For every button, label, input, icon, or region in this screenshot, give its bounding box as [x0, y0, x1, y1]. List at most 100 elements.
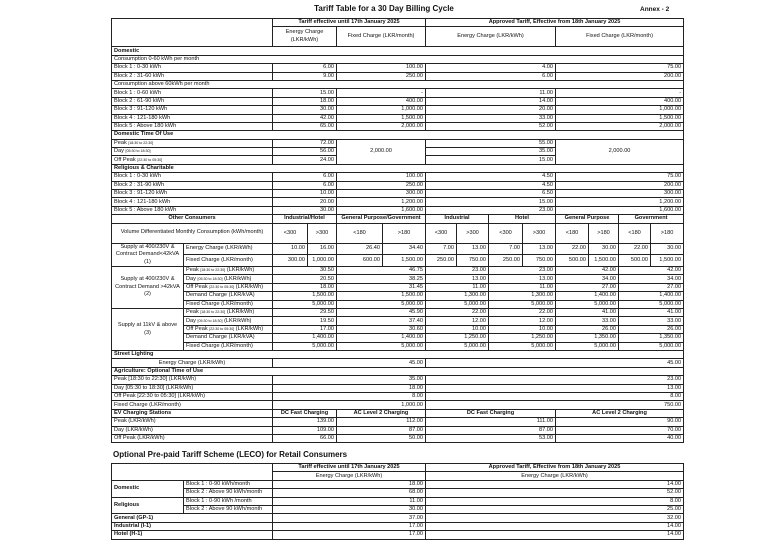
old-energy: 65.00: [272, 121, 337, 132]
old-value: 18.00: [272, 479, 426, 490]
category-new: General Purpose: [555, 214, 619, 224]
ev-new-ac: AC Level 2 Charging: [554, 408, 685, 419]
charge-value: 1,500.00: [382, 254, 426, 268]
old-fixed: 1,500.00: [336, 113, 426, 123]
charge-value: 30.00: [588, 242, 619, 256]
charge-value: 13.00: [488, 274, 556, 284]
new-fixed: 300.00: [554, 189, 685, 199]
row-label: Block 2 : Above 90 kWh/month: [183, 488, 273, 498]
prepaid-row: Block 2 : Above 90 kWh/month 68.00 52.00: [112, 488, 684, 498]
supply-label: Supply at 400/230V & Contract Demand<42k…: [111, 242, 184, 268]
header-new-fixed: Fixed Charge (LKR/month): [554, 26, 685, 48]
row-label: Block 2 : Above 90 kWh/month: [183, 504, 273, 515]
threshold: >300: [307, 222, 337, 244]
charge-label: Day [05:30 to 18:30] (LKR/kWh): [183, 316, 273, 326]
charge-value: 13.00: [522, 242, 556, 256]
header-new-energy: Energy Charge (LKR/kWh): [425, 26, 556, 48]
row-label: Off Peak [22:30 to 05:30] (LKR/kWh): [111, 391, 273, 402]
new-fixed: -: [554, 88, 685, 98]
annex-label: Annex - 2: [640, 6, 670, 13]
new-energy: 4.00: [425, 63, 556, 73]
charge-value: 38.25: [336, 274, 426, 284]
agriculture-row: Day [05:30 to 18:30] (LKR/kWh) 18.00 13.00: [111, 383, 685, 393]
charge-label: Off Peak [22:30 to 05:30] (LKR/kWh): [183, 324, 273, 335]
charge-value: 41.00: [617, 308, 685, 318]
old-energy: 6.00: [272, 63, 337, 73]
charge-value: 1,250.00: [488, 333, 556, 343]
new-energy: 4.50: [425, 180, 556, 191]
charge-value: 34.00: [617, 274, 685, 284]
new-energy: 6.50: [425, 189, 556, 199]
charge-value: 1,000.00: [307, 254, 337, 268]
new-energy: 11.00: [425, 88, 556, 98]
threshold: >300: [522, 222, 556, 244]
old-dc: 66.00: [272, 433, 337, 444]
charge-value: 13.00: [425, 274, 489, 284]
block-row: Block 1 : 0-30 kWh 6.00 100.00 4.00 75.00: [111, 63, 685, 73]
charge-value: 22.00: [488, 308, 556, 318]
row-label: Block 2 : 61-90 kWh: [111, 96, 273, 107]
new-value: 25.00: [425, 504, 684, 515]
domestic-tou-heading: Domestic Time Of Use: [110, 130, 685, 140]
charge-value: 250.00: [488, 254, 523, 268]
charge-value: 1,350.00: [617, 333, 685, 343]
subheader-row: Energy Charge (LKR/kWh) Fixed Charge (LKR…: [112, 26, 685, 48]
charge-unit: (LKR/kWh): [235, 284, 264, 291]
charge-label: Fixed Charge (LKR/month): [183, 341, 273, 352]
supply1-row: Fixed Charge (LKR/month) 300.00 1,000.00 60…: [112, 254, 685, 268]
block-row: Block 1 : 0-30 kWh 6.00 100.00 4.50 75.00: [111, 172, 685, 182]
threshold: <300: [272, 222, 308, 244]
category-new: Government: [617, 214, 685, 224]
charge-value: 26.40: [336, 242, 383, 256]
new-fixed: 2,000.00: [554, 121, 685, 132]
supply3-row: Fixed Charge (LKR/month) 5,000.00 5,000.0…: [112, 341, 685, 352]
old-energy: 24.00: [272, 155, 337, 165]
new-fixed: 1,600.00: [554, 205, 685, 216]
old-energy: 20.00: [272, 197, 337, 207]
old-fixed: 1,000.00: [336, 105, 426, 115]
tou-row: Peak [18:30 to 22:30] 72.00 2,000.00 55.00…: [111, 138, 685, 165]
threshold: >300: [456, 222, 489, 244]
supply-label: Supply at 11kV & above (3): [111, 308, 184, 351]
charge-value: 30.60: [336, 324, 426, 335]
charge-name: Fixed Charge (LKR/month): [186, 300, 253, 307]
new-dc: 111.00: [425, 417, 556, 427]
charge-value: 27.00: [555, 282, 619, 293]
old-energy: 72.00: [272, 138, 337, 149]
tou-time: [05:30 to 18:30]: [125, 149, 151, 154]
section-heading: Agriculture: Optional Time of Use: [110, 366, 685, 377]
old-value: 37.00: [272, 513, 426, 523]
new-fixed: 2,000.00: [554, 138, 685, 165]
supply-label: Supply at 400/230V & Contract Demand >42…: [111, 266, 184, 310]
prepaid-old-sub: Energy Charge (LKR/kWh): [272, 471, 426, 481]
old-energy: 10.00: [272, 189, 337, 199]
category-old: General Purpose/Government: [336, 214, 426, 224]
prepaid-row: Religious Block 1 : 0-90 kWh /month 11.00 8…: [111, 496, 684, 515]
old-energy: 18.00: [272, 96, 337, 107]
charge-value: 250.00: [425, 254, 457, 268]
supply1-row: Supply at 400/230V & Contract Demand<42k…: [111, 242, 685, 268]
new-fixed: 400.00: [554, 96, 685, 107]
charge-name: Demand Charge (LKR/kVA): [186, 334, 255, 341]
old-energy: 30.00: [272, 205, 337, 216]
new-value: 23.00: [424, 375, 685, 385]
charge-value: 5,000.00: [272, 299, 337, 310]
old-dc: 139.00: [272, 417, 337, 427]
new-energy: 15.00: [425, 197, 556, 207]
charge-label: Energy Charge (LKR/kWh): [183, 242, 273, 256]
new-energy: 35.00: [425, 147, 556, 157]
block-row: Block 4 : 121-180 kWh 20.00 1,200.00 15.00 1…: [111, 197, 685, 207]
new-energy: 15.00: [425, 155, 556, 165]
old-value: 30.00: [272, 504, 426, 515]
charge-name: Day: [186, 317, 196, 324]
volume-label: Volume Differentiated Monthly Consumptio…: [111, 222, 273, 244]
prepaid-old-header: Tariff effective until 17th January 2025: [272, 462, 426, 473]
charge-value: 20.50: [272, 274, 337, 284]
charge-value: 10.00: [425, 324, 489, 335]
charge-name: Peak: [186, 267, 199, 274]
prepaid-new-sub: Energy Charge (LKR/kWh): [425, 471, 684, 481]
charge-label: Peak [18:30 to 22:30] (LKR/kWh): [183, 266, 273, 276]
old-value: 8.00: [272, 391, 426, 402]
old-fixed: -: [336, 88, 426, 98]
old-fixed: 1,600.00: [336, 205, 426, 216]
